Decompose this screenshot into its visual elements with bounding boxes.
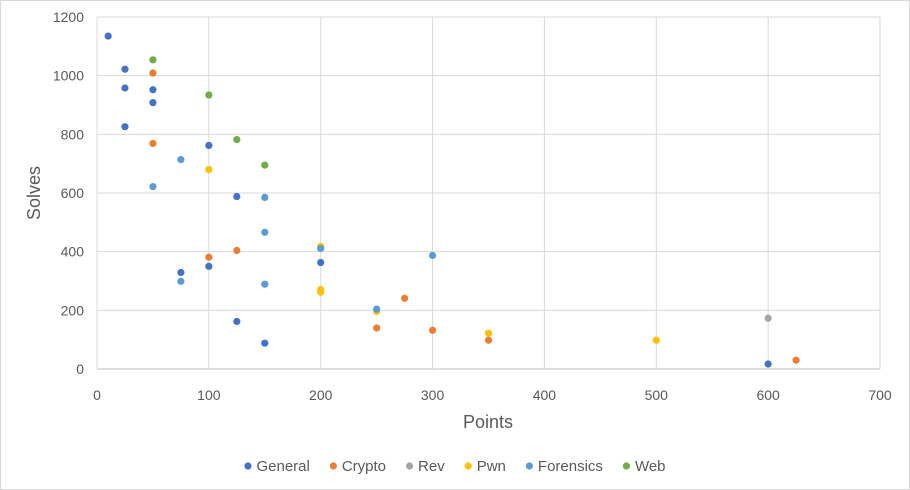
data-point-general [233,192,241,201]
data-point-general [205,262,213,270]
legend-label-web: Web [635,458,666,475]
data-point-web [233,136,241,144]
data-point-forensics [261,280,269,288]
data-point-forensics [177,155,185,164]
y-tick-label: 0 [76,361,84,377]
legend-label-forensics: Forensics [538,458,603,475]
data-point-general [317,258,325,267]
x-tick-label: 500 [645,387,669,403]
data-point-general [121,123,129,131]
tick-labels: 0 100 200 300 400 500 600 700 0 200 400 600 800 1000 1… [53,9,892,403]
data-point-forensics [149,182,157,191]
y-tick-label: 400 [61,244,85,260]
data-point-forensics [177,277,185,285]
data-point-general [121,84,129,92]
data-point-crypto [484,336,493,344]
data-point-web [261,161,269,169]
y-tick-label: 200 [61,302,85,318]
data-point-web [149,56,157,64]
x-tick-label: 200 [309,387,333,403]
legend-marker-web [622,462,631,470]
data-point-crypto [149,139,157,148]
data-point-forensics [317,244,325,253]
data-point-general [205,141,213,150]
data-points [104,32,800,368]
legend-marker-forensics [525,462,534,470]
data-point-forensics [261,193,269,201]
data-point-general [261,339,269,347]
legend-label-crypto: Crypto [342,458,386,475]
data-point-crypto [792,356,800,364]
data-point-pwn [484,329,493,337]
data-point-general [121,65,129,73]
data-point-crypto [149,69,157,77]
y-tick-label: 1000 [53,68,84,84]
data-point-general [104,32,112,40]
data-point-forensics [428,251,437,260]
data-point-general [149,86,157,94]
legend: General Crypto Rev Pwn Forensics Web [244,458,666,475]
x-tick-label: 0 [93,387,101,403]
y-axis-title: Solves [24,166,44,220]
legend-marker-rev [405,462,414,470]
legend-marker-pwn [464,462,472,470]
data-point-pwn [317,288,325,296]
data-point-pwn [652,336,660,344]
data-point-crypto [373,324,381,332]
legend-marker-crypto [329,462,337,470]
y-tick-label: 600 [61,185,85,201]
data-point-forensics [261,228,269,236]
data-point-general [233,317,241,326]
x-tick-label: 400 [533,387,557,403]
data-point-crypto [233,246,241,255]
data-point-general [764,360,772,368]
data-point-crypto [401,294,409,302]
x-tick-label: 600 [756,387,780,403]
data-point-general [177,268,185,277]
data-point-crypto [205,253,213,261]
y-tick-label: 1200 [53,9,84,25]
y-tick-label: 800 [61,126,85,142]
data-point-web [205,91,213,99]
grid-lines [97,16,881,369]
data-point-rev [764,314,772,322]
legend-label-pwn: Pwn [477,458,506,475]
legend-label-rev: Rev [418,458,445,475]
data-point-pwn [205,165,213,174]
legend-marker-general [244,462,252,470]
data-point-general [149,99,157,107]
x-tick-label: 100 [197,387,221,403]
x-axis-title: Points [463,412,513,432]
data-point-forensics [373,305,381,313]
x-tick-label: 700 [868,387,892,403]
data-point-crypto [428,326,437,334]
legend-label-general: General [256,458,309,475]
axes [96,17,880,370]
x-tick-label: 300 [421,387,445,403]
